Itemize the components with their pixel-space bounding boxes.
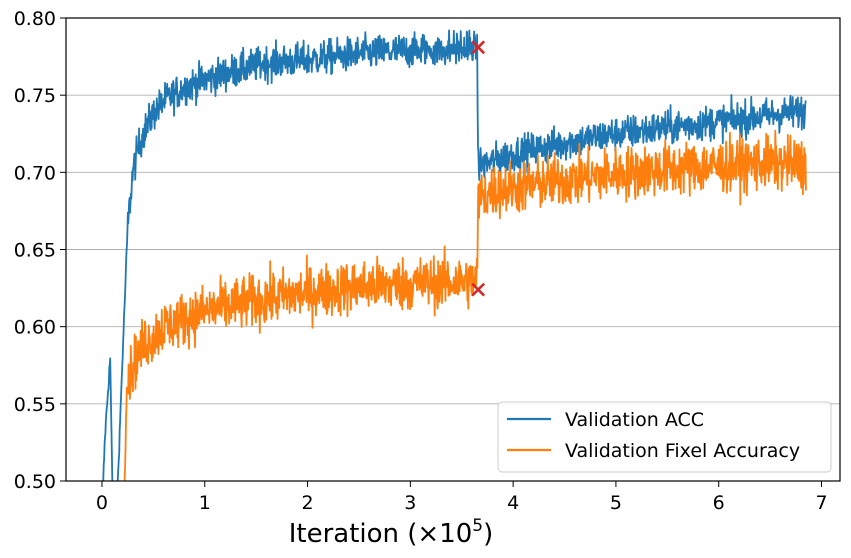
legend-box	[497, 401, 832, 473]
series-layer	[102, 29, 807, 481]
y-tick-label: 0.65	[14, 240, 56, 262]
x-axis-title-close: )	[483, 519, 493, 549]
x-tick-label: 6	[713, 492, 725, 514]
x-axis-title-exponent: 5	[472, 516, 483, 536]
x-tick-label: 4	[507, 492, 519, 514]
x-tick-label: 3	[404, 492, 416, 514]
legend-label-validation-acc: Validation ACC	[565, 409, 704, 431]
x-tick-label: 2	[302, 492, 314, 514]
y-tick-label: 0.70	[14, 162, 56, 184]
x-axis-title: Iteration (×105)	[289, 516, 494, 549]
y-tick-label: 0.80	[14, 8, 56, 30]
x-axis-title-text: Iteration (×10	[289, 519, 473, 549]
y-tick-label: 0.75	[14, 85, 56, 107]
x-tick-label: 7	[815, 492, 827, 514]
y-tick-label: 0.55	[14, 394, 56, 416]
x-tick-label: 1	[199, 492, 211, 514]
best-fixel-marker	[471, 282, 486, 297]
x-tick-label: 0	[96, 492, 108, 514]
series-line-validation-acc	[102, 29, 807, 481]
marker-layer	[471, 40, 486, 297]
y-tick-label: 0.50	[14, 471, 56, 493]
best-fixel-marker-stroke-b	[471, 282, 486, 297]
y-tick-label: 0.60	[14, 317, 56, 339]
legend: Validation ACC Validation Fixel Accuracy	[497, 401, 832, 473]
y-axis: 0.50 0.55 0.60 0.65 0.70 0.75 0.80	[14, 8, 66, 493]
x-tick-label: 5	[610, 492, 622, 514]
best-acc-marker-stroke-b	[471, 40, 486, 55]
best-acc-marker	[471, 40, 486, 55]
series-line-validation-fixel-accuracy	[123, 129, 807, 481]
x-axis: 0 1 2 3 4 5 6 7	[96, 481, 828, 514]
legend-label-validation-fixel-accuracy: Validation Fixel Accuracy	[565, 440, 800, 462]
